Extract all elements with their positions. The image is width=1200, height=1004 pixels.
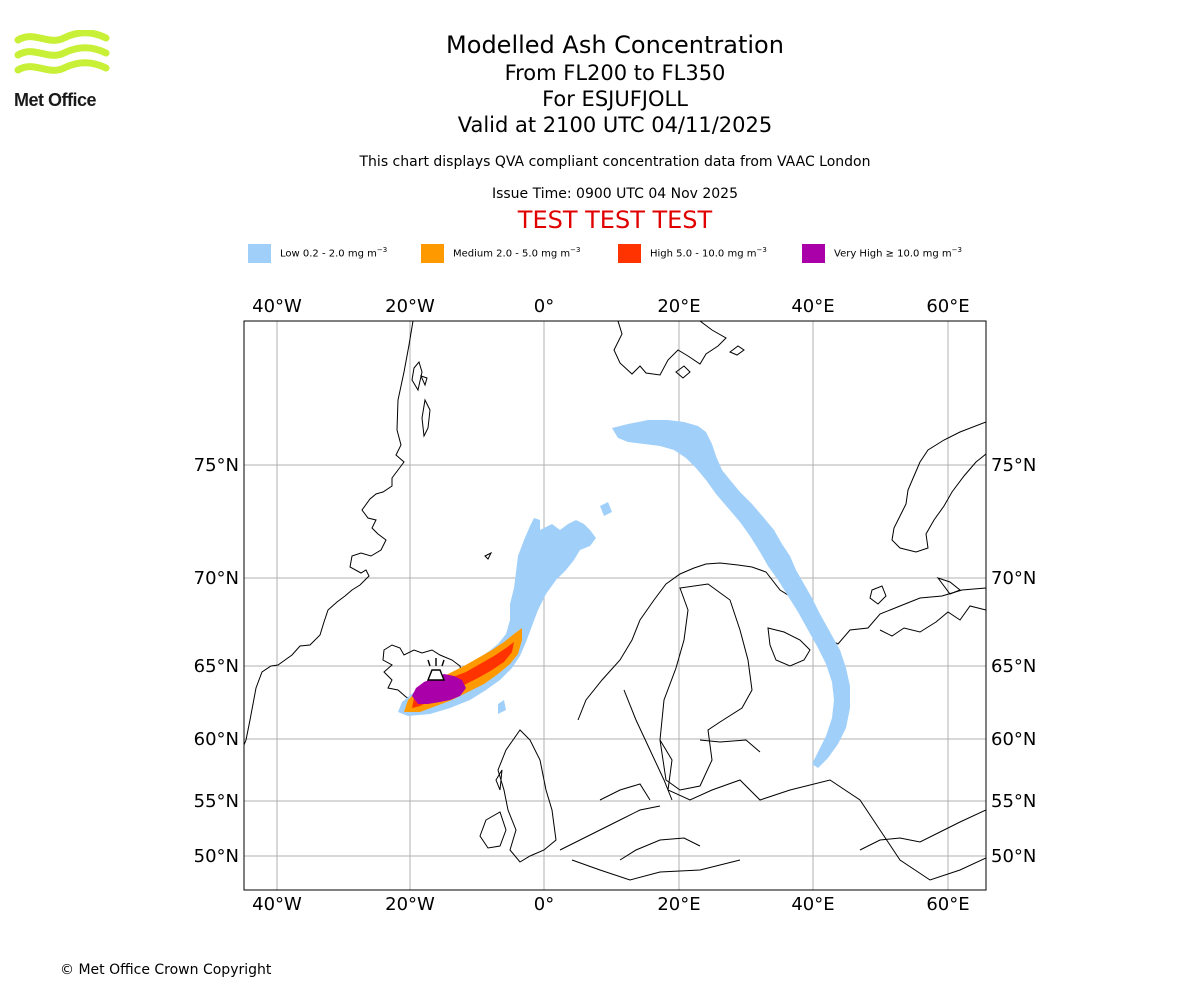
test-warning: TEST TEST TEST xyxy=(517,206,713,234)
legend-item-low: Low 0.2 - 2.0 mg m−3 xyxy=(248,243,387,263)
lat-label: 65°N xyxy=(194,656,239,677)
map-frame xyxy=(243,320,987,891)
legend-swatch-medium xyxy=(421,243,444,263)
met-office-logo: Met Office xyxy=(14,29,110,112)
met-office-waves-icon xyxy=(14,29,110,74)
lon-label: 20°W xyxy=(385,296,435,317)
chart-titles: Modelled Ash Concentration From FL200 to… xyxy=(315,30,915,234)
lon-label: 60°E xyxy=(926,894,969,915)
chart-title: Modelled Ash Concentration xyxy=(446,31,784,59)
ireland-coast xyxy=(479,811,507,849)
lon-labels-top: 40°W 20°W 0° 20°E 40°E 60°E xyxy=(252,296,969,317)
uk-coast xyxy=(497,729,557,863)
svalbard-coast xyxy=(613,321,727,376)
lat-label: 50°N xyxy=(991,846,1036,867)
volcano-icon xyxy=(426,658,446,681)
novaya-zemlya-coast xyxy=(891,421,986,553)
lat-label: 55°N xyxy=(991,791,1036,812)
lat-label: 70°N xyxy=(991,568,1036,589)
legend-label-medium: Medium 2.0 - 5.0 mg m−3 xyxy=(453,246,581,260)
lon-label: 60°E xyxy=(926,296,969,317)
ash-low xyxy=(398,420,850,768)
ash-very-high xyxy=(412,674,466,704)
lon-label: 20°W xyxy=(385,894,435,915)
lat-label: 50°N xyxy=(194,846,239,867)
lon-label: 0° xyxy=(534,894,554,915)
lat-label: 75°N xyxy=(194,455,239,476)
copyright: © Met Office Crown Copyright xyxy=(60,962,272,978)
lon-label: 40°W xyxy=(252,296,302,317)
lon-label: 40°E xyxy=(791,894,834,915)
lon-label: 20°E xyxy=(657,296,700,317)
flight-levels: From FL200 to FL350 xyxy=(504,61,726,85)
legend-label-high: High 5.0 - 10.0 mg m−3 xyxy=(650,246,767,260)
lat-label: 55°N xyxy=(194,791,239,812)
lat-label: 70°N xyxy=(194,568,239,589)
lat-label: 60°N xyxy=(991,729,1036,750)
legend-swatch-low xyxy=(248,243,271,263)
coastlines xyxy=(244,321,986,881)
legend-swatch-high xyxy=(618,243,641,263)
legend-label-very-high: Very High ≥ 10.0 mg m−3 xyxy=(834,246,962,260)
legend-item-high: High 5.0 - 10.0 mg m−3 xyxy=(618,243,767,263)
scandinavia-coast xyxy=(577,562,986,721)
lon-labels-bottom: 40°W 20°W 0° 20°E 40°E 60°E xyxy=(252,894,969,915)
legend-label-low: Low 0.2 - 2.0 mg m−3 xyxy=(280,246,388,260)
lat-labels-left: 75°N 70°N 65°N 60°N 55°N 50°N xyxy=(194,455,239,867)
lon-label: 40°E xyxy=(791,296,834,317)
legend-item-medium: Medium 2.0 - 5.0 mg m−3 xyxy=(421,243,580,263)
lon-label: 20°E xyxy=(657,894,700,915)
lat-label: 60°N xyxy=(194,729,239,750)
lon-label: 0° xyxy=(534,296,554,317)
lat-labels-right: 75°N 70°N 65°N 60°N 55°N 50°N xyxy=(991,455,1036,867)
issue-time: Issue Time: 0900 UTC 04 Nov 2025 xyxy=(491,186,739,202)
lat-label: 75°N xyxy=(991,455,1036,476)
volcano-name: For ESJUFJOLL xyxy=(542,87,688,111)
valid-time: Valid at 2100 UTC 04/11/2025 xyxy=(457,113,773,137)
gridlines xyxy=(244,321,986,890)
greenland-coast xyxy=(244,321,414,746)
lat-label: 65°N xyxy=(991,656,1036,677)
lon-label: 40°W xyxy=(252,894,302,915)
legend-item-very-high: Very High ≥ 10.0 mg m−3 xyxy=(802,243,962,263)
legend: Low 0.2 - 2.0 mg m−3 Medium 2.0 - 5.0 mg… xyxy=(248,243,1008,265)
logo-text: Met Office xyxy=(14,90,97,110)
chart-description: This chart displays QVA compliant concen… xyxy=(359,154,871,170)
legend-swatch-very-high xyxy=(802,243,825,263)
